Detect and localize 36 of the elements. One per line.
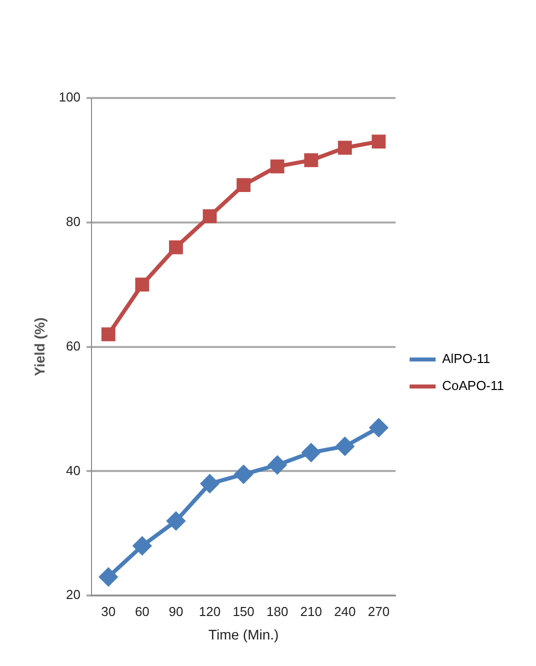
- point: [270, 159, 284, 174]
- x-tick-label: 240: [334, 604, 356, 619]
- x-tick-label: 60: [134, 604, 150, 619]
- x-tick-label: 270: [368, 604, 390, 619]
- x-axis-title: Time (Min.): [208, 626, 279, 642]
- y-tick-label: 80: [66, 214, 80, 229]
- point: [202, 209, 217, 224]
- legend-label: CoAPO-11: [442, 378, 504, 394]
- point: [101, 327, 116, 342]
- x-tick-label: 30: [101, 604, 116, 619]
- point: [99, 568, 118, 586]
- y-tick-label: 20: [66, 587, 80, 602]
- point: [234, 465, 253, 484]
- point: [268, 456, 286, 474]
- point: [304, 153, 318, 168]
- y-axis-title: Yield (%): [31, 317, 48, 376]
- point: [336, 437, 354, 456]
- y-tick-label: 60: [66, 338, 80, 354]
- x-tick-label: 90: [168, 604, 184, 619]
- x-tick-label: 120: [198, 604, 221, 619]
- point: [169, 240, 183, 254]
- y-tick-label: 100: [58, 90, 80, 105]
- point: [302, 444, 320, 462]
- point: [135, 278, 150, 292]
- y-tick-label: 40: [66, 462, 80, 478]
- point: [338, 140, 352, 155]
- point: [133, 536, 152, 555]
- x-tick-label: 180: [266, 604, 288, 619]
- point: [200, 474, 219, 493]
- point: [236, 178, 250, 192]
- point: [370, 418, 388, 437]
- legend-label: AlPO-11: [442, 351, 490, 366]
- point: [372, 134, 386, 148]
- x-tick-label: 150: [232, 604, 254, 619]
- x-tick-label: 210: [300, 604, 322, 619]
- point: [166, 512, 185, 530]
